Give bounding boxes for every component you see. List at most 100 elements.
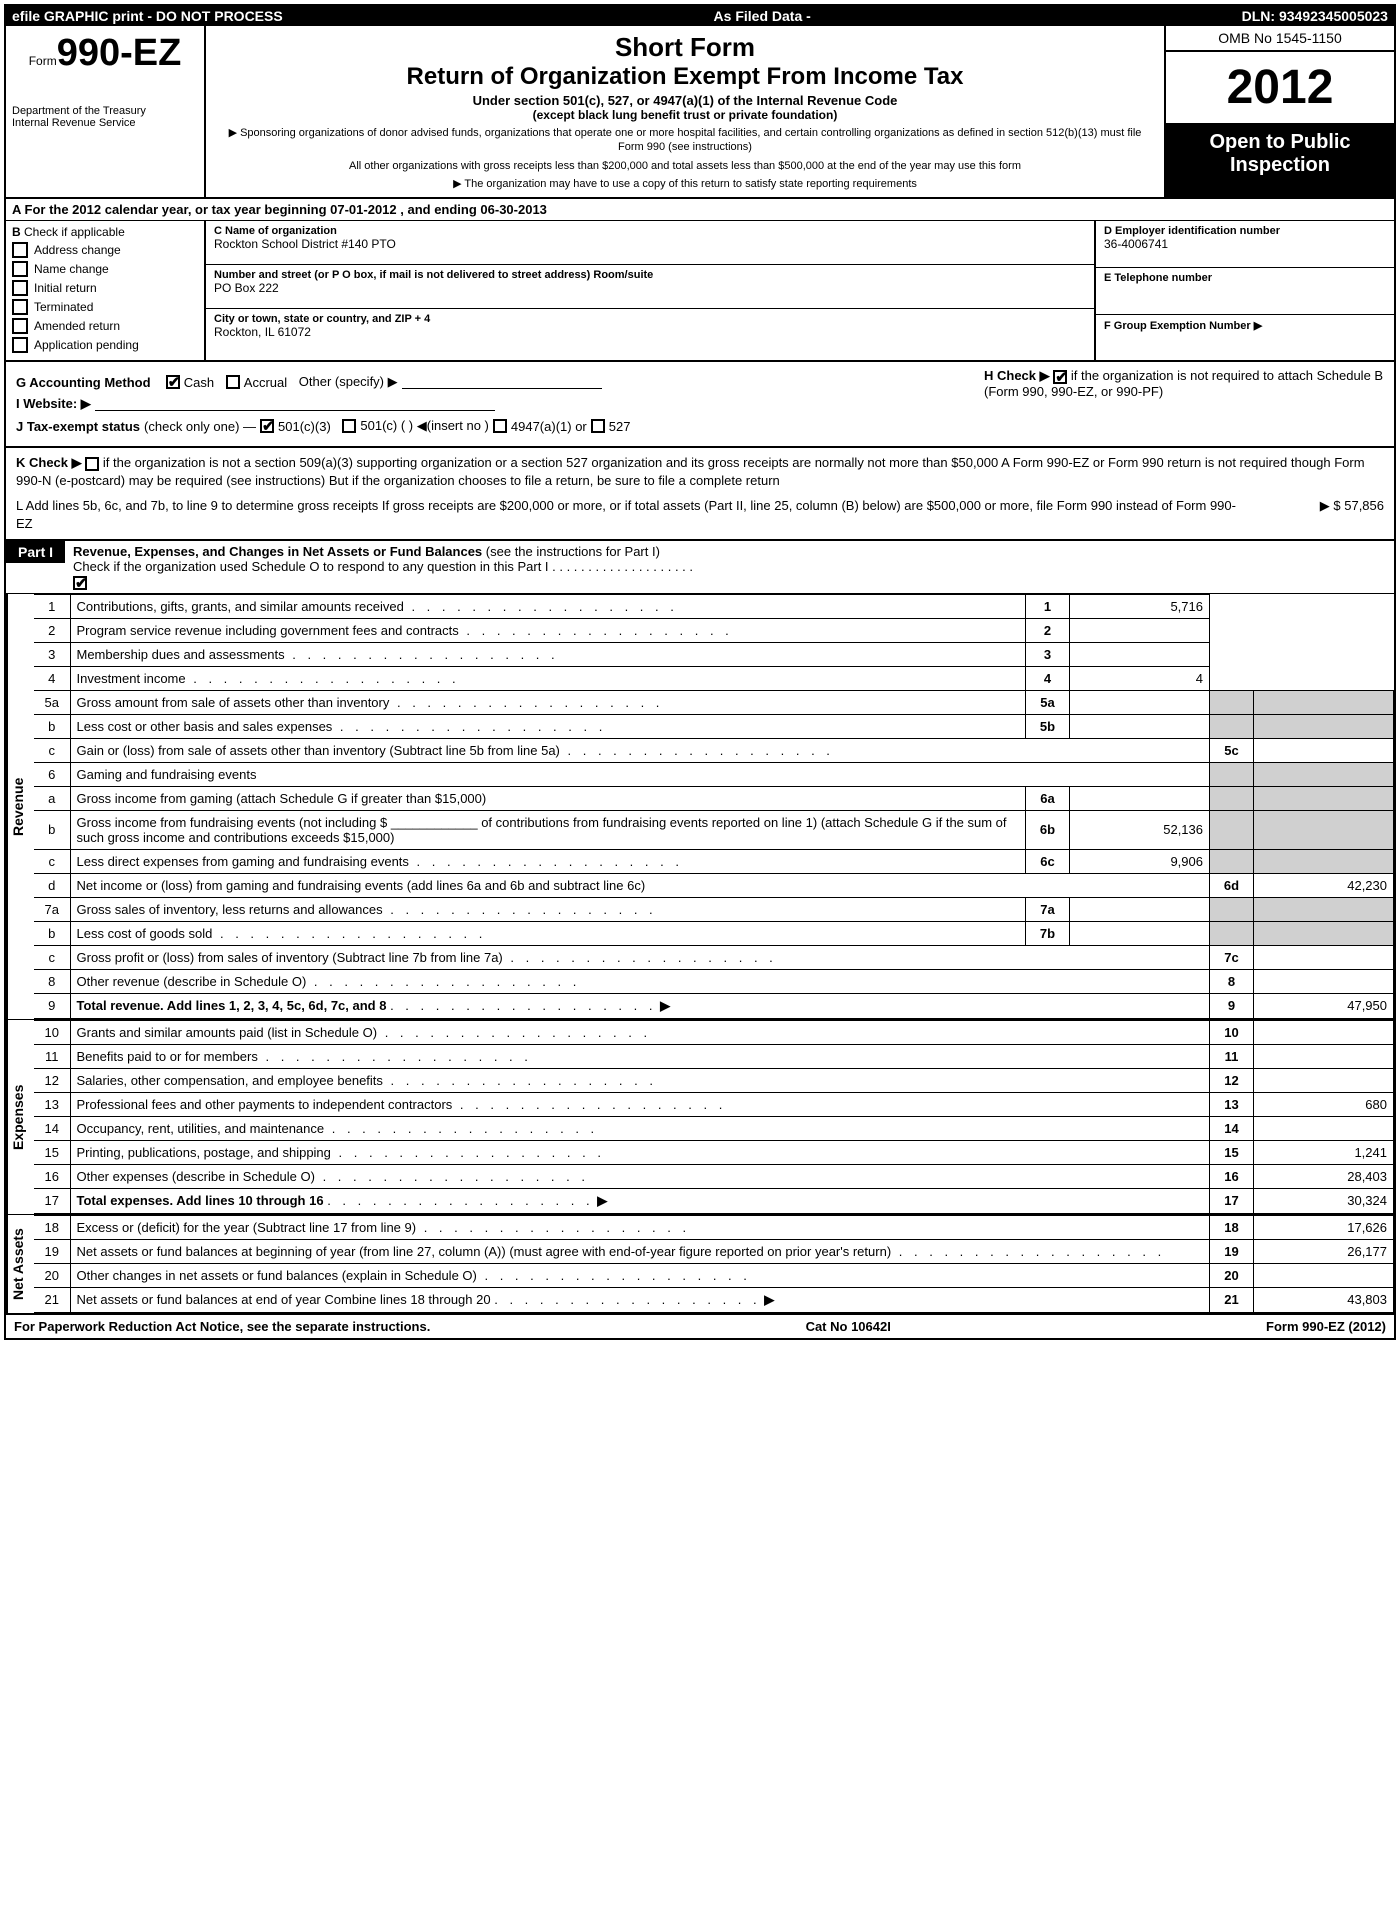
l8-num: 8 bbox=[34, 969, 70, 993]
l19-desc: Net assets or fund balances at beginning… bbox=[70, 1239, 1210, 1263]
l6-num: 6 bbox=[34, 762, 70, 786]
l10-rv bbox=[1254, 1020, 1394, 1044]
checkbox-h[interactable] bbox=[1053, 370, 1067, 384]
header-mid: Short Form Return of Organization Exempt… bbox=[206, 26, 1164, 197]
header: Form990-EZ Department of the Treasury In… bbox=[6, 26, 1394, 199]
header-right: OMB No 1545-1150 2012 Open to Public Ins… bbox=[1164, 26, 1394, 197]
mid-block: G Accounting Method Cash Accrual Other (… bbox=[6, 362, 1394, 448]
l7c-rv bbox=[1254, 945, 1394, 969]
other-blank[interactable] bbox=[402, 375, 602, 389]
open-public-2: Inspection bbox=[1172, 154, 1388, 177]
netassets-label: Net Assets bbox=[6, 1215, 34, 1313]
l5b-mn: 5b bbox=[1026, 714, 1070, 738]
l14-rn: 14 bbox=[1210, 1116, 1254, 1140]
l15-rn: 15 bbox=[1210, 1140, 1254, 1164]
footer-left: For Paperwork Reduction Act Notice, see … bbox=[14, 1319, 430, 1334]
l2-desc: Program service revenue including govern… bbox=[70, 618, 1026, 642]
l19-rv: 26,177 bbox=[1254, 1239, 1394, 1263]
l6c-mn: 6c bbox=[1026, 849, 1070, 873]
checkbox-name-change[interactable] bbox=[12, 261, 28, 277]
return-title: Return of Organization Exempt From Incom… bbox=[216, 63, 1154, 91]
part1-check-text: Check if the organization used Schedule … bbox=[73, 559, 693, 574]
l20-desc: Other changes in net assets or fund bala… bbox=[70, 1263, 1210, 1287]
checkbox-address-change[interactable] bbox=[12, 242, 28, 258]
topbar-mid: As Filed Data - bbox=[714, 8, 811, 24]
l4-rn: 4 bbox=[1026, 666, 1070, 690]
col-c: C Name of organization Rockton School Di… bbox=[206, 221, 1094, 360]
dept-treasury: Department of the Treasury bbox=[12, 105, 198, 117]
col-b-title: B bbox=[12, 225, 21, 239]
l6c-mv: 9,906 bbox=[1070, 849, 1210, 873]
l18-desc: Excess or (deficit) for the year (Subtra… bbox=[70, 1215, 1210, 1239]
col-b-subtitle: Check if applicable bbox=[24, 225, 125, 239]
l9-num: 9 bbox=[34, 993, 70, 1018]
l6b-sh1 bbox=[1210, 810, 1254, 849]
l6d-desc: Net income or (loss) from gaming and fun… bbox=[70, 873, 1210, 897]
l5b-sh2 bbox=[1254, 714, 1394, 738]
checkbox-terminated[interactable] bbox=[12, 299, 28, 315]
checkbox-501c[interactable] bbox=[342, 419, 356, 433]
form-no: 990-EZ bbox=[57, 32, 182, 74]
l19-rn: 19 bbox=[1210, 1239, 1254, 1263]
revenue-section: Revenue 1Contributions, gifts, grants, a… bbox=[6, 594, 1394, 1020]
ein-label: D Employer identification number bbox=[1104, 225, 1386, 237]
l7c-rn: 7c bbox=[1210, 945, 1254, 969]
short-form: Short Form bbox=[216, 32, 1154, 63]
checkbox-501c3[interactable] bbox=[260, 419, 274, 433]
top-bar: efile GRAPHIC print - DO NOT PROCESS As … bbox=[6, 6, 1394, 26]
website-blank[interactable] bbox=[95, 397, 495, 411]
l10-desc: Grants and similar amounts paid (list in… bbox=[70, 1020, 1210, 1044]
l6c-sh2 bbox=[1254, 849, 1394, 873]
revenue-label: Revenue bbox=[6, 594, 34, 1019]
l5a-desc: Gross amount from sale of assets other t… bbox=[77, 695, 664, 710]
l2-num: 2 bbox=[34, 618, 70, 642]
open-public: Open to Public Inspection bbox=[1166, 125, 1394, 197]
l5a-sh1 bbox=[1210, 690, 1254, 714]
l5b-mv bbox=[1070, 714, 1210, 738]
l6a-mv bbox=[1070, 786, 1210, 810]
city-label: City or town, state or country, and ZIP … bbox=[214, 313, 1086, 325]
l12-rv bbox=[1254, 1068, 1394, 1092]
l18-rn: 18 bbox=[1210, 1215, 1254, 1239]
footer-mid: Cat No 10642I bbox=[806, 1319, 891, 1334]
h-check: H Check ▶ if the organization is not req… bbox=[964, 368, 1384, 440]
l7a-sh2 bbox=[1254, 897, 1394, 921]
open-public-1: Open to Public bbox=[1172, 131, 1388, 154]
checkbox-4947[interactable] bbox=[493, 419, 507, 433]
l6b-desc: Gross income from fundraising events (no… bbox=[77, 815, 1007, 845]
l6-sh2 bbox=[1254, 762, 1394, 786]
l5b-num: b bbox=[34, 714, 70, 738]
l6c-num: c bbox=[34, 849, 70, 873]
checkbox-part1[interactable] bbox=[73, 576, 87, 590]
address-label: Number and street (or P O box, if mail i… bbox=[214, 269, 1086, 281]
checkbox-k[interactable] bbox=[85, 457, 99, 471]
checkbox-pending[interactable] bbox=[12, 337, 28, 353]
l1-rn: 1 bbox=[1026, 594, 1070, 618]
l6d-rn: 6d bbox=[1210, 873, 1254, 897]
l7a-desc: Gross sales of inventory, less returns a… bbox=[77, 902, 657, 917]
l11-rv bbox=[1254, 1044, 1394, 1068]
label-527: 527 bbox=[609, 419, 631, 434]
revenue-table: 1Contributions, gifts, grants, and simil… bbox=[34, 594, 1394, 1019]
l14-num: 14 bbox=[34, 1116, 70, 1140]
header-left: Form990-EZ Department of the Treasury In… bbox=[6, 26, 206, 197]
l7c-num: c bbox=[34, 945, 70, 969]
l7a-num: 7a bbox=[34, 897, 70, 921]
label-other: Other (specify) ▶ bbox=[299, 374, 398, 390]
checkbox-527[interactable] bbox=[591, 419, 605, 433]
l17-desc: Total expenses. Add lines 10 through 16 bbox=[77, 1193, 324, 1208]
part1-title-wrap: Revenue, Expenses, and Changes in Net As… bbox=[65, 541, 1394, 593]
l20-rn: 20 bbox=[1210, 1263, 1254, 1287]
checkbox-cash[interactable] bbox=[166, 375, 180, 389]
checkbox-initial-return[interactable] bbox=[12, 280, 28, 296]
l4-desc: Investment income bbox=[70, 666, 1026, 690]
l9-rn: 9 bbox=[1210, 993, 1254, 1018]
l2-rn: 2 bbox=[1026, 618, 1070, 642]
l19-num: 19 bbox=[34, 1239, 70, 1263]
l16-num: 16 bbox=[34, 1164, 70, 1188]
checkbox-amended[interactable] bbox=[12, 318, 28, 334]
checkbox-accrual[interactable] bbox=[226, 375, 240, 389]
l7b-num: b bbox=[34, 921, 70, 945]
l-value: ▶ $ 57,856 bbox=[1244, 497, 1384, 533]
col-def: D Employer identification number 36-4006… bbox=[1094, 221, 1394, 360]
